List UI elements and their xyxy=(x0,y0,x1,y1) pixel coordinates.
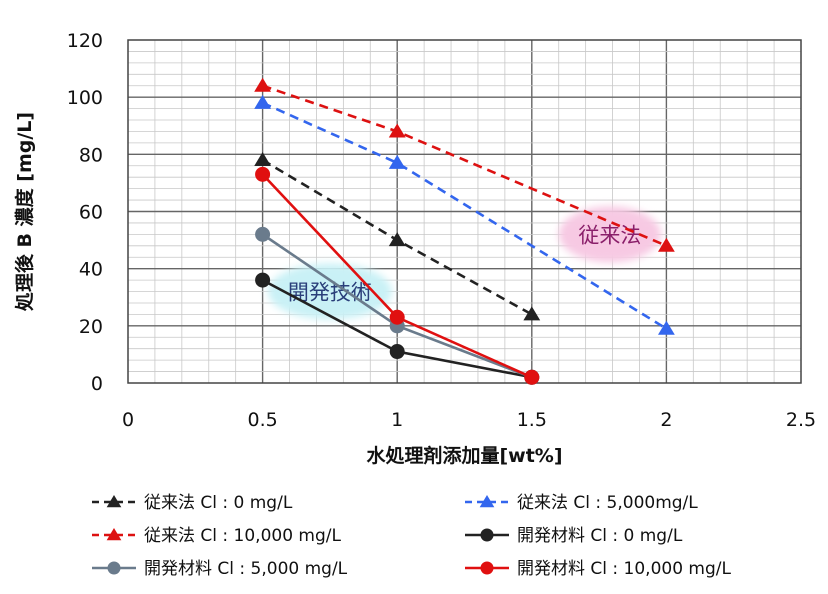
legend-swatch-marker xyxy=(106,495,122,508)
legend-label: 従来法 Cl : 0 mg/L xyxy=(144,493,293,513)
legend-swatch-marker xyxy=(479,495,495,508)
x-tick-label: 2.5 xyxy=(786,409,816,431)
series-1 xyxy=(254,94,675,335)
data-point xyxy=(388,232,406,247)
data-point xyxy=(389,309,405,325)
x-tick-label: 1 xyxy=(391,409,403,431)
series-2 xyxy=(254,77,675,252)
series-0 xyxy=(254,152,541,321)
legend-item: 開発材料 Cl : 5,000 mg/L xyxy=(92,559,348,579)
grid xyxy=(128,40,801,383)
x-tick-label: 0 xyxy=(122,409,134,431)
legend-item: 従来法 Cl : 10,000 mg/L xyxy=(92,526,341,546)
legend-swatch-marker xyxy=(107,561,121,575)
data-point xyxy=(389,344,405,360)
series-line xyxy=(262,101,668,330)
x-tick-label: 0.5 xyxy=(247,409,277,431)
data-point xyxy=(254,152,271,167)
legend-item: 従来法 Cl : 0 mg/L xyxy=(92,493,293,513)
data-point xyxy=(254,77,271,92)
annotation-label: 従来法 xyxy=(578,223,641,247)
legend-swatch-marker xyxy=(106,528,122,541)
x-tick-label: 1.5 xyxy=(517,409,547,431)
legend-item: 開発材料 Cl : 10,000 mg/L xyxy=(465,559,731,579)
y-tick-label: 20 xyxy=(79,316,103,338)
legend-item: 従来法 Cl : 5,000mg/L xyxy=(465,493,698,513)
data-point xyxy=(658,237,675,252)
legend: 従来法 Cl : 0 mg/L 従来法 Cl : 5,000mg/L 従来法 Cl … xyxy=(92,493,731,579)
y-tick-labels: 0 20 40 60 80 100 120 xyxy=(67,30,103,395)
y-tick-label: 0 xyxy=(91,373,103,395)
legend-label: 開発材料 Cl : 10,000 mg/L xyxy=(517,559,731,579)
legend-label: 従来法 Cl : 5,000mg/L xyxy=(517,493,698,513)
x-axis-label: 水処理剤添加量[wt%] xyxy=(366,444,562,467)
data-point xyxy=(255,166,271,182)
legend-label: 従来法 Cl : 10,000 mg/L xyxy=(144,526,341,546)
y-tick-label: 80 xyxy=(79,144,103,166)
y-tick-label: 100 xyxy=(67,87,103,109)
plot-frame xyxy=(127,39,802,384)
data-point xyxy=(388,123,406,138)
x-tick-label: 2 xyxy=(660,409,672,431)
y-tick-label: 120 xyxy=(67,30,103,52)
legend-swatch-marker xyxy=(480,528,494,542)
data-point xyxy=(255,272,271,288)
legend-item: 開発材料 Cl : 0 mg/L xyxy=(465,526,683,546)
x-tick-labels: 0 0.5 1 1.5 2 2.5 xyxy=(122,409,816,431)
annotation-highlight xyxy=(558,206,661,263)
data-point xyxy=(524,369,540,385)
data-point xyxy=(388,154,406,169)
y-tick-label: 60 xyxy=(79,202,103,224)
series-layer xyxy=(254,77,675,385)
legend-swatch-marker xyxy=(480,561,494,575)
legend-label: 開発材料 Cl : 0 mg/L xyxy=(517,526,683,546)
data-point xyxy=(658,320,675,335)
y-tick-label: 40 xyxy=(79,259,103,281)
y-axis-label: 処理後 B 濃度 [mg/L] xyxy=(13,112,36,311)
data-point xyxy=(254,94,271,109)
data-point xyxy=(255,226,271,242)
series-5 xyxy=(255,166,540,385)
data-point xyxy=(523,306,541,321)
legend-label: 開発材料 Cl : 5,000 mg/L xyxy=(144,559,348,579)
